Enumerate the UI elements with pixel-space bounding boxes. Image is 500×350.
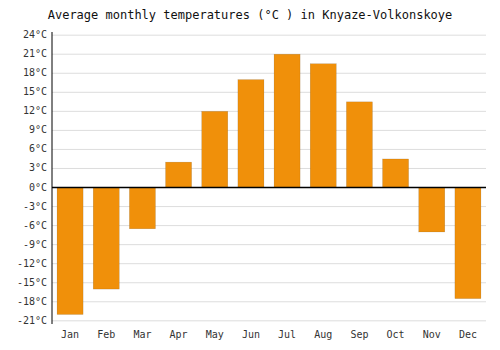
page: {"chart_data": {"type": "bar", "title": … [0,0,500,350]
bar [57,188,83,315]
grid-line [52,187,486,188]
bar [166,162,192,187]
bar [129,188,155,229]
bar [346,102,372,188]
chart: -21°C -18°C -15°C -12°C -9°C -6°C -3°C 0°C 3°C 6°… [0,0,500,350]
grid-line [52,149,486,150]
x-tick-label: Nov [423,329,441,340]
bar [383,159,409,188]
y-tick-label: 9°C [29,124,47,135]
grid-line [52,130,486,131]
x-tick-label: Aug [314,329,332,340]
y-tick-label: 6°C [29,143,47,154]
y-axis: -21°C -18°C -15°C -12°C -9°C -6°C -3°C 0°C 3°C 6°… [17,29,52,326]
x-tick-label: Jul [278,329,296,340]
y-tick-label: 3°C [29,162,47,173]
y-tick-label: -18°C [17,296,47,307]
x-tick-label: May [206,329,224,340]
y-tick-label: 21°C [23,48,47,59]
x-tick-label: Apr [170,329,188,340]
grid-line [52,35,486,36]
x-tick-label: Dec [459,329,477,340]
y-tick-label: -12°C [17,258,47,269]
x-tick-label: Feb [97,329,115,340]
y-tick-label: -3°C [23,201,47,212]
bar [238,80,264,188]
grid-line [52,54,486,55]
title: Average monthly temperatures (°C ) in Kn… [48,8,453,22]
bar [310,64,336,188]
y-tick-label: -9°C [23,239,47,250]
y-tick-label: 15°C [23,86,47,97]
x-tick-label: Sep [350,329,368,340]
grid [52,35,486,321]
x-tick-label: Mar [133,329,151,340]
y-tick-label: -21°C [17,315,47,326]
x-tick-label: Jan [61,329,79,340]
grid-line [52,111,486,112]
bar [419,188,445,232]
y-tick-label: -6°C [23,220,47,231]
grid-line [52,301,486,302]
y-axis-line [52,32,53,324]
y-tick-label: 18°C [23,67,47,78]
y-tick-label: 12°C [23,105,47,116]
x-axis: Jan Feb Mar Apr May Jun Jul Aug Sep Oct Nov Dec [61,329,477,340]
zero-line [52,187,486,189]
y-tick-label: -15°C [17,277,47,288]
bar [455,188,481,299]
grid-line [52,168,486,169]
x-tick-label: Jun [242,329,260,340]
bars [52,54,486,314]
bar [274,54,300,187]
y-tick-label: 0°C [29,182,47,193]
x-tick-label: Oct [387,329,405,340]
y-tick-label: 24°C [23,29,47,40]
grid-line [52,320,486,321]
bar [93,188,119,290]
grid-line [52,73,486,74]
grid-line [52,92,486,93]
bar [202,111,228,187]
